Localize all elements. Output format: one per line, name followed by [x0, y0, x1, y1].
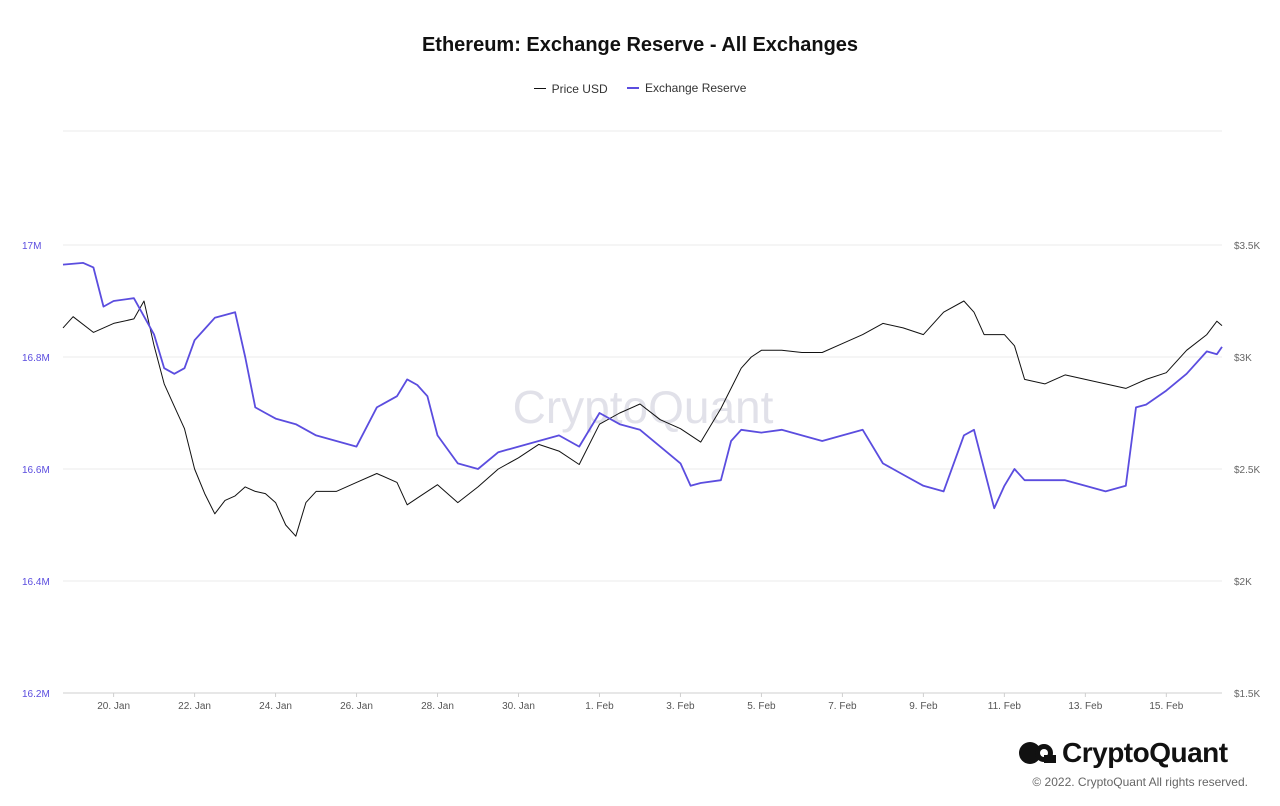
x-tick-label: 28. Jan [421, 701, 454, 712]
x-tick-label: 9. Feb [909, 701, 938, 712]
brand: CryptoQuant [1018, 735, 1228, 771]
left-tick-label: 16.4M [22, 577, 50, 588]
x-tick-label: 7. Feb [828, 701, 857, 712]
exchange-reserve-line [62, 261, 1223, 510]
legend-label-reserve: Exchange Reserve [644, 81, 747, 95]
legend-item-price[interactable]: Price USD [533, 81, 608, 96]
x-tick-label: 1. Feb [585, 701, 614, 712]
copyright-text: © 2022. CryptoQuant All rights reserved. [1032, 775, 1248, 789]
right-tick-label: $1.5K [1234, 689, 1260, 700]
left-tick-label: 17M [22, 241, 41, 252]
legend-swatch-reserve [626, 87, 639, 89]
left-tick-label: 16.6M [22, 465, 50, 476]
right-tick-label: $2K [1234, 577, 1252, 588]
chart-title: Ethereum: Exchange Reserve - All Exchang… [421, 34, 859, 56]
x-tick-label: 20. Jan [97, 701, 130, 712]
x-tick-label: 15. Feb [1149, 701, 1183, 712]
x-tick-label: 5. Feb [747, 701, 776, 712]
x-tick-label: 26. Jan [340, 701, 373, 712]
price-usd-line [62, 300, 1223, 537]
right-tick-label: $2.5K [1234, 465, 1260, 476]
left-tick-label: 16.2M [22, 689, 50, 700]
x-tick-label: 11. Feb [988, 701, 1022, 712]
legend-swatch-price [533, 88, 546, 89]
x-tick-label: 22. Jan [178, 701, 211, 712]
chart-legend: Price USD Exchange Reserve [0, 78, 1280, 96]
legend-item-reserve[interactable]: Exchange Reserve [626, 81, 747, 95]
x-tick-label: 3. Feb [666, 701, 695, 712]
brand-name: CryptoQuant [1062, 737, 1228, 768]
left-tick-label: 16.8M [22, 353, 50, 364]
x-tick-label: 30. Jan [502, 701, 535, 712]
legend-label-price: Price USD [551, 81, 608, 96]
right-tick-label: $3K [1234, 353, 1252, 364]
x-tick-label: 13. Feb [1068, 701, 1102, 712]
x-tick-label: 24. Jan [259, 701, 292, 712]
cryptoquant-logo-icon [1019, 742, 1056, 764]
right-tick-label: $3.5K [1234, 241, 1260, 252]
